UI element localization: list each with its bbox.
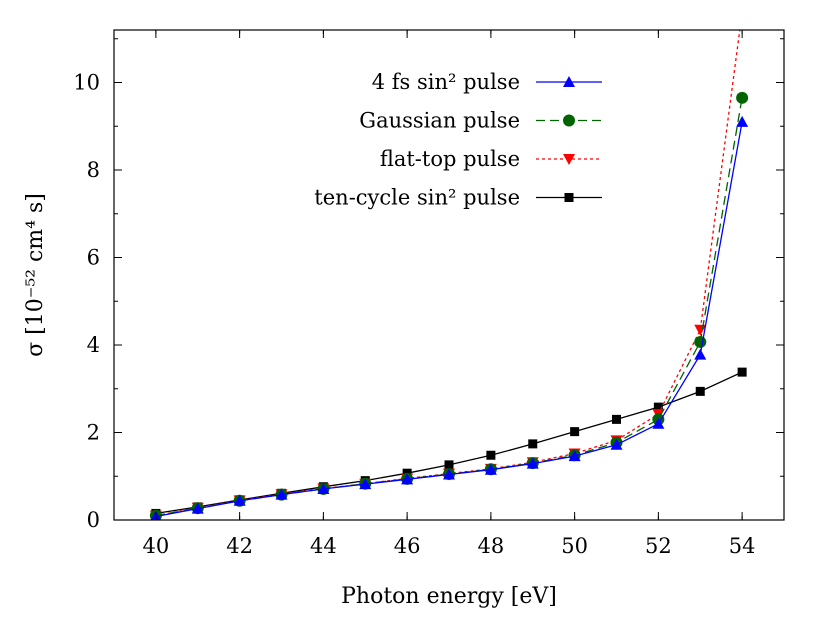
data-point	[570, 427, 580, 437]
legend-item: Gaussian pulse	[359, 109, 602, 133]
data-point	[486, 450, 496, 460]
y-tick-label: 2	[87, 421, 100, 445]
legend-label: 4 fs sin² pulse	[372, 70, 520, 94]
legend-marker	[563, 114, 575, 127]
y-tick-label: 4	[87, 333, 100, 357]
data-point	[736, 91, 749, 104]
legend-marker	[563, 154, 575, 165]
data-point	[317, 482, 330, 494]
data-point	[359, 478, 372, 490]
x-tick-label: 50	[561, 534, 588, 558]
data-point	[653, 402, 663, 412]
x-tick-label: 40	[143, 534, 170, 558]
legend-item: flat-top pulse	[380, 147, 602, 171]
data-point	[526, 457, 539, 469]
data-point	[652, 417, 665, 429]
data-point	[191, 502, 204, 514]
y-tick-label: 0	[87, 508, 100, 532]
y-axis-label: σ [10⁻⁵² cm⁴ s]	[23, 193, 48, 357]
legend-item: 4 fs sin² pulse	[372, 70, 602, 94]
x-tick-label: 42	[226, 534, 253, 558]
data-point	[694, 348, 707, 360]
data-point	[528, 439, 538, 449]
data-point	[233, 494, 246, 506]
legend-label: ten-cycle sin² pulse	[314, 186, 520, 210]
data-point	[444, 460, 454, 470]
data-point	[275, 488, 288, 500]
data-point	[737, 367, 747, 377]
plot-frame	[113, 29, 785, 521]
x-tick-label: 46	[394, 534, 421, 558]
legend-label: Gaussian pulse	[359, 109, 520, 133]
series-line	[155, 121, 743, 518]
x-tick-label: 54	[729, 534, 756, 558]
legend: 4 fs sin² pulse Gaussian pulse flat-top pu…	[314, 70, 602, 210]
data-point	[694, 335, 707, 348]
data-point	[484, 463, 497, 475]
legend-marker	[563, 76, 575, 87]
data-point	[736, 115, 749, 127]
data-point	[443, 468, 455, 480]
legend-marker	[564, 193, 574, 202]
data-point	[568, 450, 581, 462]
series-line	[155, 371, 743, 515]
y-tick-label: 6	[87, 246, 100, 270]
x-tick-label: 44	[310, 534, 337, 558]
x-axis-label: Photon energy [eV]	[341, 584, 557, 609]
x-tick-label: 52	[645, 534, 672, 558]
x-tick-label: 48	[478, 534, 505, 558]
legend-item: ten-cycle sin² pulse	[314, 186, 602, 210]
data-point	[612, 414, 621, 424]
y-tick-label: 8	[87, 158, 100, 182]
data-point	[610, 438, 623, 450]
legend-label: flat-top pulse	[380, 147, 520, 171]
series-layer	[149, 8, 749, 520]
series-triangle-up	[150, 115, 749, 520]
data-point	[736, 8, 748, 19]
y-tick-label: 10	[73, 71, 100, 95]
data-point	[695, 386, 705, 396]
data-point	[401, 473, 414, 485]
